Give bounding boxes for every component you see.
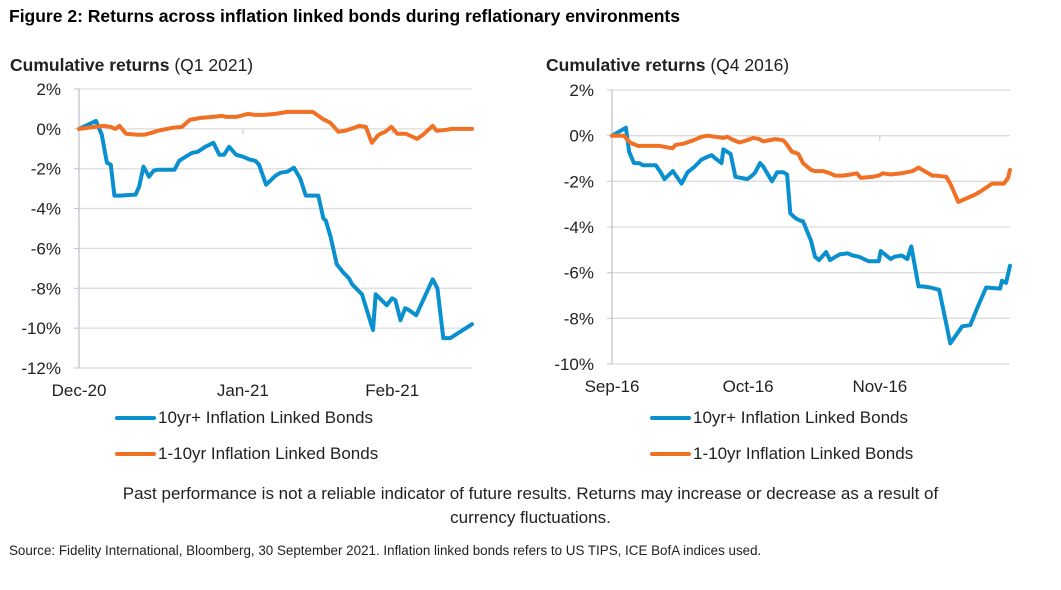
y-tick-label: -8% [564, 309, 594, 328]
legend-item-10yr: 10yr+ Inflation Linked Bonds [115, 408, 378, 428]
chart-title-bold: Cumulative returns [10, 55, 170, 75]
x-tick-label: Oct-16 [723, 377, 774, 396]
x-tick-label: Nov-16 [852, 377, 907, 396]
chart-q1-2021: 2% 0% -2% -4% -6% -8% -10% -12% Dec-20 Jan-21 Feb-… [21, 80, 474, 400]
x-tick-label: Dec-20 [52, 381, 107, 400]
x-tick-label: Sep-16 [585, 377, 640, 396]
x-tick-label: Jan-21 [217, 381, 269, 400]
chart-title-period: (Q1 2021) [169, 55, 254, 75]
disclaimer: Past performance is not a reliable indic… [0, 482, 1061, 530]
legend-q4-2016: 10yr+ Inflation Linked Bonds 1-10yr Infl… [650, 408, 913, 480]
legend-item-1-10yr: 1-10yr Inflation Linked Bonds [115, 444, 378, 464]
legend-label: 10yr+ Inflation Linked Bonds [158, 408, 374, 427]
y-tick-label: -2% [31, 160, 61, 179]
legend-label: 10yr+ Inflation Linked Bonds [693, 408, 909, 427]
legend-swatch-blue-icon [115, 416, 156, 420]
legend-item-10yr: 10yr+ Inflation Linked Bonds [650, 408, 913, 428]
legend-label: 1-10yr Inflation Linked Bonds [693, 444, 914, 463]
y-tick-label: 0% [36, 120, 61, 139]
y-tick-label: 0% [569, 127, 594, 146]
x-tick-label: Feb-21 [365, 381, 419, 400]
chart-title-period: (Q4 2016) [705, 55, 790, 75]
series-line-1-10yr [610, 133, 1012, 204]
chart-title-bold: Cumulative returns [546, 55, 706, 75]
y-tick-label: -6% [564, 264, 594, 283]
legend-label: 1-10yr Inflation Linked Bonds [158, 444, 379, 463]
series-line-10yr [610, 125, 1012, 346]
chart-title-q1-2021: Cumulative returns (Q1 2021) [10, 55, 253, 76]
legend-item-1-10yr: 1-10yr Inflation Linked Bonds [650, 444, 913, 464]
series-line-10yr [77, 118, 474, 341]
chart-title-q4-2016: Cumulative returns (Q4 2016) [546, 55, 789, 76]
y-tick-label: -2% [564, 172, 594, 191]
legend-swatch-orange-icon [115, 452, 156, 456]
chart-q4-2016: 2% 0% -2% -4% -6% -8% -10% Sep-16 Oct-16 Nov-16 [554, 81, 1012, 396]
source-note: Source: Fidelity International, Bloomber… [9, 543, 762, 558]
y-tick-label: 2% [569, 81, 594, 100]
y-tick-label: -10% [21, 319, 61, 338]
disclaimer-text: Past performance is not a reliable indic… [122, 484, 939, 527]
y-tick-label: -8% [31, 279, 61, 298]
charts-canvas: 2% 0% -2% -4% -6% -8% -10% -12% Dec-20 Jan-21 Feb-… [21, 80, 1012, 400]
legend-q1-2021: 10yr+ Inflation Linked Bonds 1-10yr Infl… [115, 408, 378, 480]
series-line-1-10yr [77, 109, 474, 145]
y-tick-label: -12% [21, 359, 61, 378]
y-tick-label: -4% [564, 218, 594, 237]
y-tick-label: -4% [31, 200, 61, 219]
legend-swatch-orange-icon [650, 452, 691, 456]
y-tick-label: -10% [554, 355, 594, 374]
figure-title: Figure 2: Returns across inflation linke… [9, 6, 680, 26]
y-tick-label: -6% [31, 239, 61, 258]
legend-swatch-blue-icon [650, 416, 691, 420]
y-tick-label: 2% [36, 80, 61, 99]
